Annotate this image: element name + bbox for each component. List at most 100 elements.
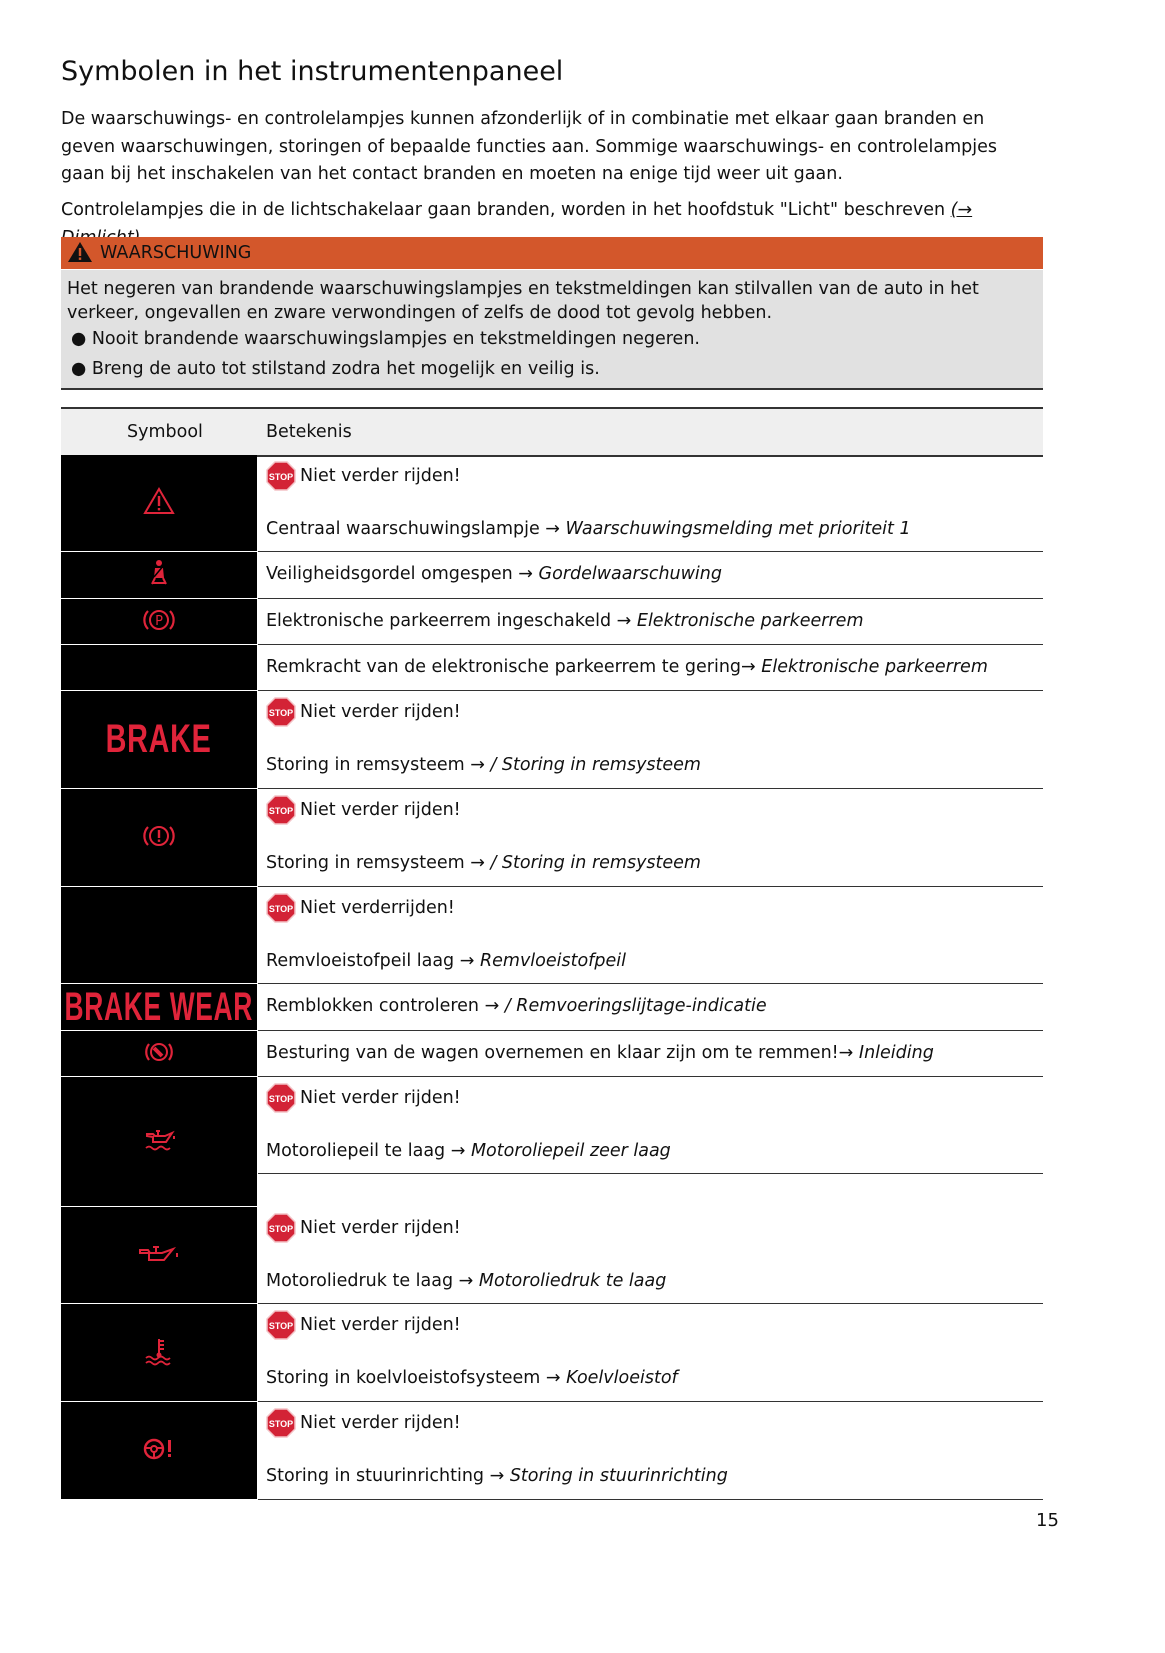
description: Storing in koelvloeistofsysteem → [266,1368,567,1388]
stop-text: Niet verder rijden! [300,1315,461,1335]
table-row: STOP Niet verder rijden! Centraal waarschu… [258,455,1043,552]
meaning-text: Besturing van de wagen overnemen en klaa… [266,1043,934,1063]
symbol-cell [61,552,257,598]
reference-link[interactable]: Motoroliepeil zeer laag [470,1141,671,1161]
table-row: STOP Niet verder rijden! Motoroliedruk te … [258,1207,1043,1304]
seatbelt-icon [146,559,172,591]
warning-triangle-icon [143,487,175,519]
stop-line: STOP Niet verder rijden! [266,1310,461,1340]
svg-text:P: P [155,614,163,629]
meaning-text: Elektronische parkeerrem ingeschakeld → … [266,611,864,631]
symbol-cell [61,645,257,690]
table-row: STOP Niet verder rijden! Storing in remsys… [258,789,1043,887]
reference-link[interactable]: Elektronische parkeerrem [636,611,864,631]
table-row: STOP Niet verder rijden! Storing in koelvl… [258,1304,1043,1402]
meaning-text: Remblokken controleren → / Remvoeringsli… [266,996,767,1016]
meaning-text: Remkracht van de elektronische parkeerre… [266,657,988,677]
table-row: Elektronische parkeerrem ingeschakeld → … [258,599,1043,645]
stop-icon: STOP [266,1310,296,1340]
table-row: STOP Niet verderrijden! Remvloeistofpeil l… [258,887,1043,984]
meaning-text: Storing in stuurinrichting → Storing in … [266,1466,728,1486]
stop-icon: STOP [266,1408,296,1438]
reference-link[interactable]: Inleiding [858,1043,934,1063]
page-title: Symbolen in het instrumentenpaneel [61,56,564,87]
description: Storing in remsysteem → [266,853,491,873]
description: Storing in stuurinrichting → [266,1466,510,1486]
reference-link[interactable]: Koelvloeistof [566,1368,678,1388]
stop-text: Niet verder rijden! [300,1413,461,1433]
reference-link[interactable]: / Storing in remsysteem [490,755,701,775]
meaning-text: Motoroliedruk te laag → Motoroliedruk te… [266,1271,666,1291]
meaning-text: Veiligheidsgordel omgespen → Gordelwaars… [266,564,722,584]
warning-bullet: ● Nooit brandende waarschuwingslampjes e… [71,329,700,349]
stop-text: Niet verder rijden! [300,1218,461,1238]
stop-icon: STOP [266,697,296,727]
meaning-text: Motoroliepeil te laag → Motoroliepeil ze… [266,1141,671,1161]
table-row: Besturing van de wagen overnemen en klaa… [258,1031,1043,1077]
description: Elektronische parkeerrem ingeschakeld → [266,611,632,631]
stop-line: STOP Niet verder rijden! [266,1083,461,1113]
intro2-text: Controlelampjes die in de lichtschakelaa… [61,200,951,220]
reference-link[interactable]: Motoroliedruk te laag [478,1271,667,1291]
symbol-cell: BRAKE WEAR [61,984,257,1030]
description: Veiligheidsgordel omgespen → [266,564,533,584]
reference-link[interactable]: Storing in stuurinrichting [509,1466,728,1486]
reference-link[interactable]: / Storing in remsysteem [490,853,701,873]
table-row: Veiligheidsgordel omgespen → Gordelwaars… [258,552,1043,599]
description: Besturing van de wagen overnemen en klaa… [266,1043,854,1063]
svg-text:STOP: STOP [269,1224,293,1234]
description: Motoroliepeil te laag → [266,1141,471,1161]
brake-wear-text-icon: BRAKE WEAR [64,984,254,1029]
stop-line: STOP Niet verder rijden! [266,461,461,491]
meaning-text: Storing in remsysteem → / Storing in rem… [266,755,701,775]
stop-line: STOP Niet verderrijden! [266,893,455,923]
symbol-cell [61,1207,257,1303]
oil-pressure-icon [137,1241,181,1269]
reference-link[interactable]: Elektronische parkeerrem [761,657,988,677]
symbol-cell [61,789,257,886]
stop-text: Niet verder rijden! [300,1088,461,1108]
page-number: 15 [1036,1510,1059,1531]
meaning-text: Centraal waarschuwingslampje → Waarschuw… [266,519,911,539]
table-row: STOP Niet verder rijden! Motoroliepeil te … [258,1077,1043,1174]
symbol-cell: BRAKE [61,691,257,788]
header-symbool: Symbool [127,422,203,442]
table-row: Remkracht van de elektronische parkeerre… [258,645,1043,691]
meaning-text: Storing in remsysteem → / Storing in rem… [266,853,701,873]
description: Centraal waarschuwingslampje → [266,519,566,539]
svg-text:STOP: STOP [269,1094,293,1104]
warning-triangle-icon [68,242,92,262]
svg-text:STOP: STOP [269,1321,293,1331]
warning-bullet: ● Breng de auto tot stilstand zodra het … [71,359,600,379]
symbol-cell [61,887,257,983]
svg-text:STOP: STOP [269,806,293,816]
reference-link[interactable]: Waarschuwingsmelding met prioriteit 1 [565,519,911,539]
svg-text:STOP: STOP [269,1419,293,1429]
meaning-text: Remvloeistofpeil laag → Remvloeistofpeil [266,951,626,971]
intro-paragraph: De waarschuwings- en controlelampjes kun… [61,109,998,184]
reference-link[interactable]: Remvloeistofpeil [479,951,626,971]
stop-icon: STOP [266,795,296,825]
stop-line: STOP Niet verder rijden! [266,1213,461,1243]
svg-text:STOP: STOP [269,708,293,718]
stop-line: STOP Niet verder rijden! [266,795,461,825]
stop-line: STOP Niet verder rijden! [266,1408,461,1438]
reference-link[interactable]: Gordelwaarschuwing [538,564,722,584]
stop-icon: STOP [266,1083,296,1113]
description: Remblokken controleren → [266,996,505,1016]
symbol-cell [61,1304,257,1401]
oil-level-icon [141,1126,177,1158]
table-header: Symbool Betekenis [61,407,1043,457]
warning-text: Het negeren van brandende waarschuwingsl… [67,279,979,323]
coolant-icon [142,1336,176,1370]
description: Motoroliedruk te laag → [266,1271,479,1291]
symbol-cell: P [61,599,257,644]
stop-text: Niet verder rijden! [300,466,461,486]
stop-text: Niet verder rijden! [300,800,461,820]
parking-brake-icon: P [142,607,176,637]
stop-line: STOP Niet verder rijden! [266,697,461,727]
svg-text:STOP: STOP [269,904,293,914]
stop-text: Niet verderrijden! [300,898,455,918]
reference-link[interactable]: / Remvoeringslijtage-indicatie [504,996,767,1016]
